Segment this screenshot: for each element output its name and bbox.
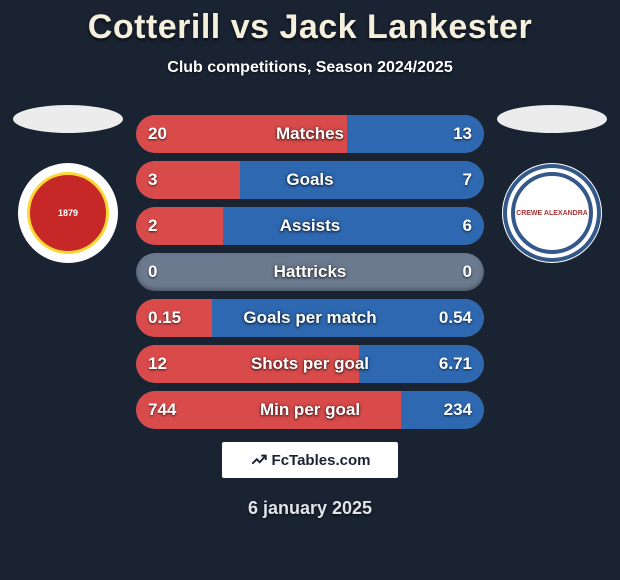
right-team-badge: CREWE ALEXANDRA <box>502 163 602 263</box>
badge-right-inner: CREWE ALEXANDRA <box>511 172 593 254</box>
badge-left-inner: 1879 <box>27 172 109 254</box>
stat-row: 126.71Shots per goal <box>136 345 484 383</box>
stat-row: 26Assists <box>136 207 484 245</box>
stat-row: 744234Min per goal <box>136 391 484 429</box>
stat-label: Assists <box>136 207 484 245</box>
stat-label: Goals <box>136 161 484 199</box>
stat-row: 0.150.54Goals per match <box>136 299 484 337</box>
stat-label: Matches <box>136 115 484 153</box>
stat-row: 2013Matches <box>136 115 484 153</box>
stat-row: 37Goals <box>136 161 484 199</box>
stat-label: Hattricks <box>136 253 484 291</box>
right-player-column: CREWE ALEXANDRA <box>492 105 612 263</box>
stat-label: Min per goal <box>136 391 484 429</box>
stat-label: Shots per goal <box>136 345 484 383</box>
right-player-shadow <box>497 105 607 133</box>
stat-label: Goals per match <box>136 299 484 337</box>
chart-icon <box>250 451 268 469</box>
left-player-column: 1879 <box>8 105 128 263</box>
page-title: Cotterill vs Jack Lankester <box>0 0 620 47</box>
date-label: 6 january 2025 <box>0 498 620 519</box>
subtitle: Club competitions, Season 2024/2025 <box>0 59 620 77</box>
watermark: FcTables.com <box>222 442 398 478</box>
stat-row: 00Hattricks <box>136 253 484 291</box>
left-player-shadow <box>13 105 123 133</box>
comparison-bars: 2013Matches 37Goals 26Assists 00Hattricks 0.… <box>136 115 484 437</box>
watermark-text: FcTables.com <box>272 452 371 469</box>
left-team-badge: 1879 <box>18 163 118 263</box>
